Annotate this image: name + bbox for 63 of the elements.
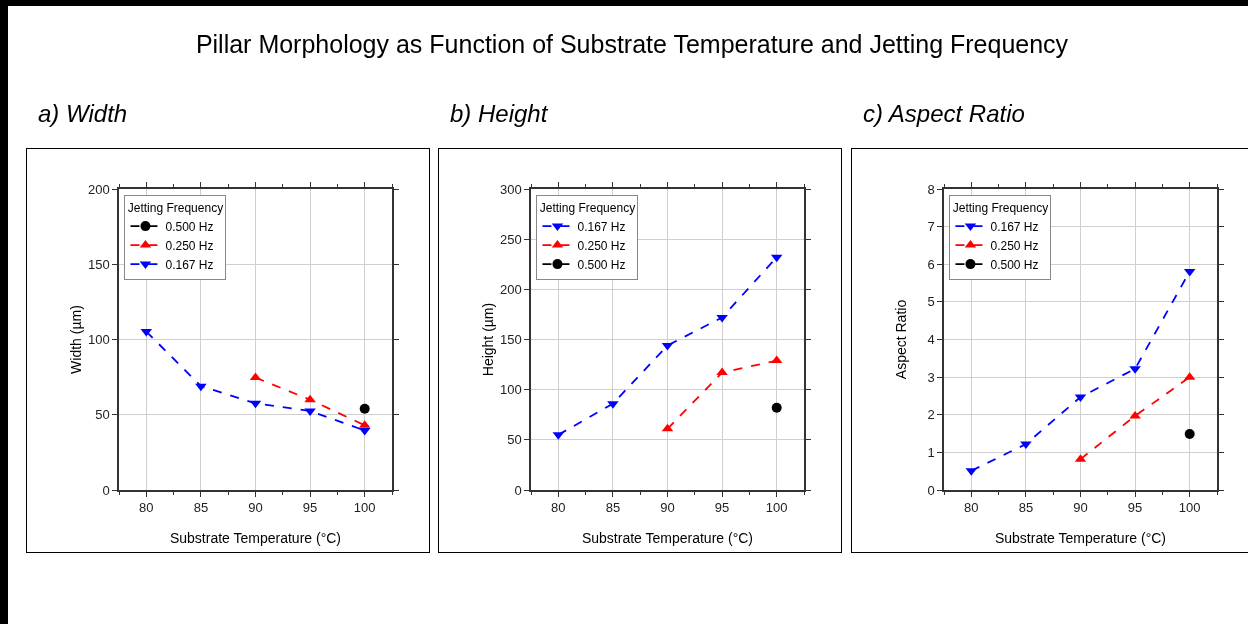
legend-title: Jetting Frequency — [539, 200, 636, 215]
legend-label: 0.500 Hz — [165, 219, 214, 234]
legend-label: 0.167 Hz — [990, 219, 1039, 234]
y-axis-title: Width (µm) — [67, 305, 84, 374]
legend-title: Jetting Frequency — [952, 200, 1049, 215]
chart-title: a) Width — [38, 99, 129, 129]
x-tick-label: 80 — [551, 500, 566, 516]
legend-label: 0.250 Hz — [990, 238, 1039, 253]
legend-label: 0.500 Hz — [990, 257, 1039, 272]
x-tick-label: 85 — [1018, 500, 1034, 516]
x-tick-label: 100 — [765, 500, 788, 516]
y-axis-title: Aspect Ratio — [892, 299, 909, 380]
y-tick-label: 5 — [927, 294, 935, 310]
y-tick-label: 100 — [499, 382, 522, 398]
x-tick-label: 80 — [139, 500, 154, 516]
point — [1184, 428, 1195, 439]
y-tick-label: 300 — [499, 181, 522, 197]
y-tick-label: 50 — [507, 432, 522, 448]
x-tick-label: 90 — [248, 500, 263, 516]
legend-label: 0.167 Hz — [577, 219, 626, 234]
point — [716, 367, 728, 376]
point — [771, 402, 782, 413]
point — [716, 314, 728, 323]
legend-title: Jetting Frequency — [127, 200, 224, 215]
x-axis-title: Substrate Temperature (°C) — [169, 529, 342, 546]
y-tick-label: 0 — [927, 482, 935, 498]
x-tick-label: 90 — [1073, 500, 1088, 516]
y-tick-label: 8 — [927, 181, 935, 197]
point — [359, 403, 370, 414]
y-tick-label: 250 — [499, 231, 522, 247]
x-tick-label: 85 — [193, 500, 209, 516]
y-tick-label: 4 — [927, 332, 935, 348]
y-tick-label: 0 — [514, 482, 522, 498]
legend-label: 0.500 Hz — [577, 257, 626, 272]
y-tick-label: 200 — [499, 281, 522, 297]
y-tick-label: 6 — [927, 256, 935, 272]
y-tick-label: 1 — [927, 444, 935, 460]
x-axis-title: Substrate Temperature (°C) — [581, 529, 754, 546]
y-axis-title: Height (µm) — [479, 302, 496, 377]
legend-label: 0.250 Hz — [165, 238, 214, 253]
y-tick-label: 150 — [499, 332, 522, 348]
x-tick-label: 95 — [714, 500, 730, 516]
x-axis-title: Substrate Temperature (°C) — [994, 529, 1167, 546]
chart-title: c) Aspect Ratio — [863, 99, 1026, 129]
x-tick-label: 95 — [1127, 500, 1143, 516]
x-tick-label: 80 — [964, 500, 979, 516]
y-tick-label: 50 — [95, 407, 110, 423]
x-tick-label: 95 — [302, 500, 318, 516]
x-tick-label: 100 — [1178, 500, 1201, 516]
y-tick-label: 3 — [927, 369, 935, 385]
y-tick-label: 200 — [87, 181, 110, 197]
legend-label: 0.250 Hz — [577, 238, 626, 253]
x-tick-label: 90 — [660, 500, 675, 516]
text: Pillar Morphology as Function of Substrate Temperature and Jetting Frequency — [194, 30, 1070, 59]
chart-title: b) Height — [450, 99, 549, 129]
legend-label: 0.167 Hz — [165, 257, 214, 272]
y-tick-label: 0 — [102, 482, 110, 498]
y-tick-label: 7 — [927, 219, 935, 235]
x-tick-label: 85 — [605, 500, 621, 516]
y-tick-label: 2 — [927, 407, 935, 423]
x-tick-label: 100 — [353, 500, 376, 516]
y-tick-label: 100 — [87, 332, 110, 348]
y-tick-label: 150 — [87, 256, 110, 272]
